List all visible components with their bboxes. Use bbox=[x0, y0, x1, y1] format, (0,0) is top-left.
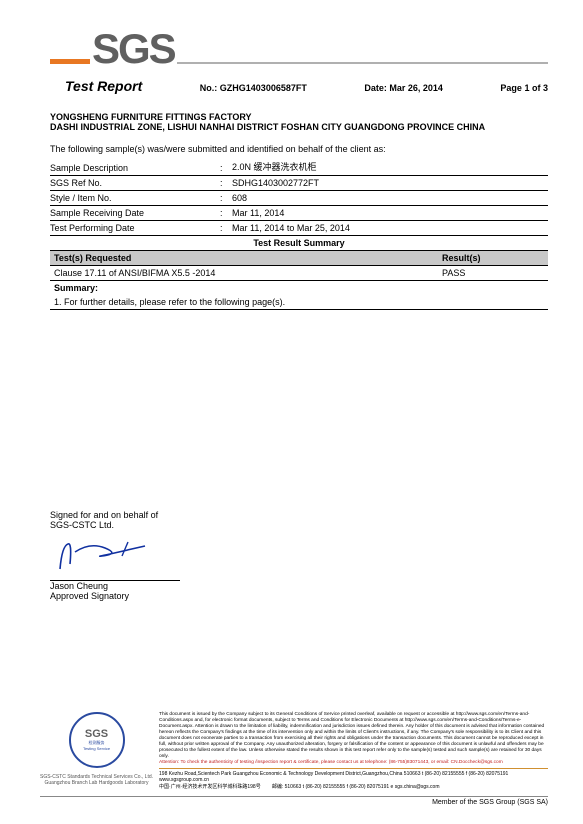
field-row: Sample Receiving Date:Mar 11, 2014 bbox=[50, 205, 548, 220]
gray-rule bbox=[177, 62, 548, 64]
report-no-value: GZHG1403006587FT bbox=[220, 83, 307, 93]
signatory-title: Approved Signatory bbox=[50, 591, 548, 601]
result-row: Clause 17.11 of ANSI/BIFMA X5.5 -2014PAS… bbox=[50, 266, 548, 281]
signed-for-text: Signed for and on behalf of bbox=[50, 510, 548, 520]
report-title: Test Report bbox=[65, 78, 142, 94]
company-address: DASHI INDUSTRIAL ZONE, LISHUI NANHAI DIS… bbox=[50, 122, 548, 132]
header-row: Test Report No.: GZHG1403006587FT Date: … bbox=[65, 78, 548, 94]
footer-address-en: 198 Kezhu Road,Scientech Park Guangzhou … bbox=[159, 771, 548, 784]
report-page-label: Page bbox=[500, 83, 522, 93]
fields-table: Sample Description:2.0N 缓冲器洗衣机柜SGS Ref N… bbox=[50, 158, 548, 236]
summary-detail: 1. For further details, please refer to … bbox=[50, 295, 548, 310]
report-date-label: Date: bbox=[364, 83, 387, 93]
sgs-logo: SGS bbox=[92, 30, 175, 68]
field-row: Style / Item No.:608 bbox=[50, 190, 548, 205]
field-row: Test Performing Date:Mar 11, 2014 to Mar… bbox=[50, 220, 548, 235]
report-date-value: Mar 26, 2014 bbox=[389, 83, 443, 93]
tests-header: Test(s) Requested bbox=[50, 251, 438, 265]
result-header-row: Test(s) Requested Result(s) bbox=[50, 251, 548, 266]
logo-row: SGS bbox=[50, 30, 548, 68]
field-label: Sample Description bbox=[50, 158, 220, 176]
field-value: 2.0N 缓冲器洗衣机柜 bbox=[232, 158, 548, 176]
report-no-label: No.: bbox=[200, 83, 218, 93]
company-block: YONGSHENG FURNITURE FITTINGS FACTORY DAS… bbox=[50, 112, 548, 132]
orange-accent-bar bbox=[50, 59, 90, 64]
result-header: Result(s) bbox=[438, 251, 548, 265]
field-colon: : bbox=[220, 175, 232, 190]
field-colon: : bbox=[220, 158, 232, 176]
intro-text: The following sample(s) was/were submitt… bbox=[50, 144, 548, 154]
footer-company-2: Guangzhou Branch Lab Hardgoods Laborator… bbox=[45, 780, 149, 786]
report-page-value: 1 of 3 bbox=[524, 83, 548, 93]
seal-text: SGS bbox=[83, 729, 110, 740]
disclaimer-text: This document is issued by the Company s… bbox=[159, 712, 544, 759]
field-value: SDHG1403002772FT bbox=[232, 175, 548, 190]
signature-image bbox=[50, 534, 170, 576]
attention-text: Attention: To check the authenticity of … bbox=[159, 760, 503, 765]
report-no: No.: GZHG1403006587FT bbox=[200, 83, 307, 93]
report-page: Page 1 of 3 bbox=[500, 83, 548, 93]
field-row: Sample Description:2.0N 缓冲器洗衣机柜 bbox=[50, 158, 548, 176]
seal-icon: SGS 检测服务 Testing Service bbox=[69, 712, 125, 768]
field-label: Sample Receiving Date bbox=[50, 205, 220, 220]
test-result: PASS bbox=[438, 266, 548, 280]
seal-cn-bottom: Testing Service bbox=[83, 746, 110, 751]
field-value: Mar 11, 2014 bbox=[232, 205, 548, 220]
footer-divider bbox=[159, 768, 548, 769]
signature-company: SGS-CSTC Ltd. bbox=[50, 520, 548, 530]
result-summary-title: Test Result Summary bbox=[50, 236, 548, 251]
summary-label: Summary: bbox=[50, 281, 548, 295]
footer-address-cn: 中国·广州·经济技术开发区科学城科珠路198号 bbox=[159, 784, 261, 790]
footer: SGS 检测服务 Testing Service SGS-CSTC Standa… bbox=[40, 712, 548, 806]
footer-postal: 邮编: 510663 t (86-20) 82155555 f (86-20) … bbox=[272, 784, 440, 790]
field-label: Test Performing Date bbox=[50, 220, 220, 235]
footer-text-block: This document is issued by the Company s… bbox=[159, 712, 548, 790]
field-colon: : bbox=[220, 205, 232, 220]
member-line: Member of the SGS Group (SGS SA) bbox=[40, 796, 548, 806]
field-value: Mar 11, 2014 to Mar 25, 2014 bbox=[232, 220, 548, 235]
field-colon: : bbox=[220, 190, 232, 205]
company-name: YONGSHENG FURNITURE FITTINGS FACTORY bbox=[50, 112, 548, 122]
field-colon: : bbox=[220, 220, 232, 235]
field-label: SGS Ref No. bbox=[50, 175, 220, 190]
field-row: SGS Ref No.:SDHG1403002772FT bbox=[50, 175, 548, 190]
report-date: Date: Mar 26, 2014 bbox=[364, 83, 443, 93]
test-name: Clause 17.11 of ANSI/BIFMA X5.5 -2014 bbox=[50, 266, 438, 280]
field-value: 608 bbox=[232, 190, 548, 205]
signature-block: Signed for and on behalf of SGS-CSTC Ltd… bbox=[50, 510, 548, 601]
field-label: Style / Item No. bbox=[50, 190, 220, 205]
signatory-name: Jason Cheung bbox=[50, 581, 548, 591]
